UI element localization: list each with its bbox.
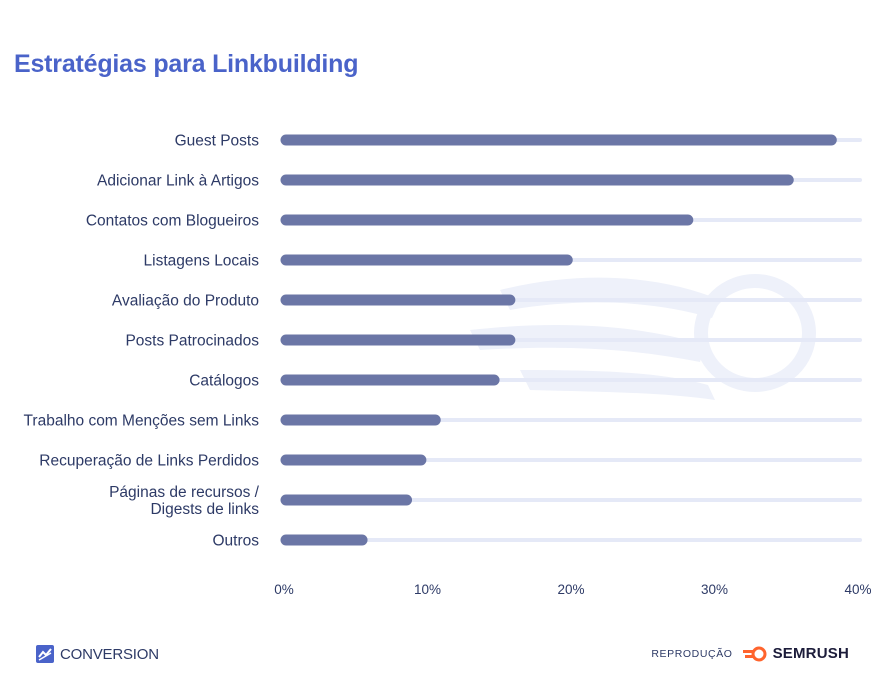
category-label: Outros (212, 533, 259, 550)
reproduction-label: REPRODUÇÃO (651, 647, 733, 660)
x-tick-label: 0% (274, 582, 294, 597)
category-label: Listagens Locais (144, 253, 260, 270)
category-label: Páginas de recursos / (109, 484, 260, 501)
semrush-fire-icon (742, 646, 767, 661)
semrush-brand-text: SEMRUSH (772, 645, 849, 662)
x-tick-label: 30% (701, 582, 728, 597)
category-label: Trabalho com Menções sem Links (24, 413, 260, 430)
category-label: Contatos com Blogueiros (86, 213, 259, 230)
footer-brand-left: CONVERSION (36, 645, 159, 663)
conversion-logo-icon (36, 645, 54, 663)
x-tick-label: 40% (844, 582, 871, 597)
x-tick-label: 20% (557, 582, 584, 597)
category-label: Recuperação de Links Perdidos (39, 453, 259, 470)
semrush-watermark-icon (470, 274, 816, 400)
conversion-brand-text: CONVERSION (60, 645, 159, 663)
footer-brand-right: REPRODUÇÃO SEMRUSH (651, 645, 849, 662)
category-label: Digests de links (150, 501, 259, 518)
category-label: Guest Posts (175, 133, 260, 150)
category-label: Catálogos (189, 373, 259, 390)
category-label: Adicionar Link à Artigos (97, 173, 259, 190)
category-label: Avaliação do Produto (112, 293, 259, 310)
x-tick-label: 10% (414, 582, 441, 597)
category-label: Posts Patrocinados (125, 333, 259, 350)
chart-title: Estratégias para Linkbuilding (14, 50, 359, 78)
